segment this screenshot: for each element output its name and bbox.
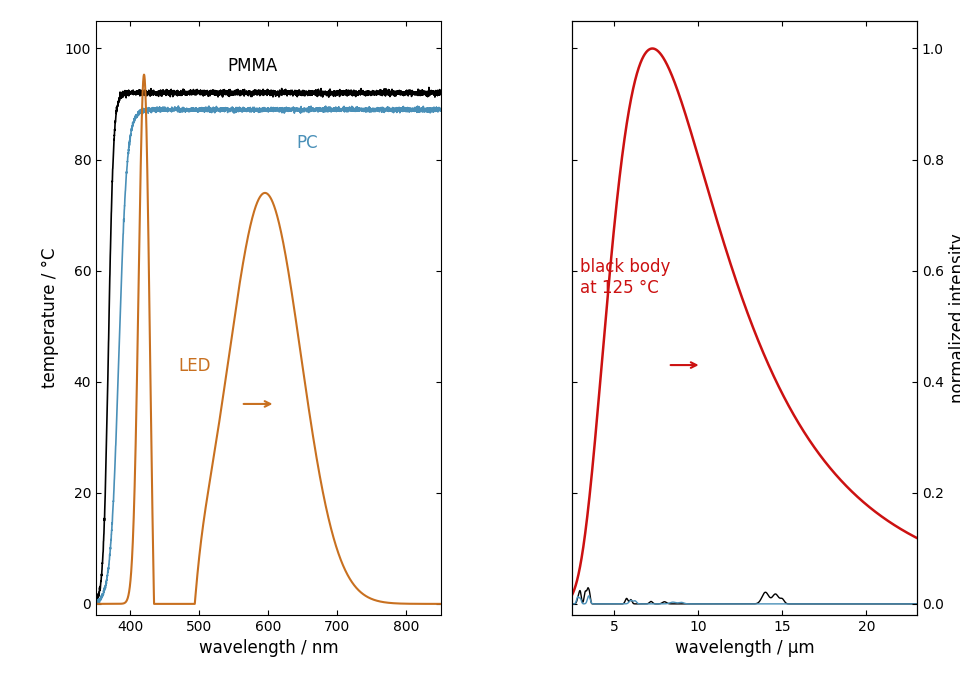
Text: PC: PC bbox=[296, 135, 318, 153]
X-axis label: wavelength / μm: wavelength / μm bbox=[675, 639, 814, 657]
Y-axis label: temperature / °C: temperature / °C bbox=[41, 247, 60, 388]
X-axis label: wavelength / nm: wavelength / nm bbox=[199, 639, 338, 657]
Y-axis label: normalized intensity: normalized intensity bbox=[949, 233, 960, 403]
Text: PMMA: PMMA bbox=[228, 57, 277, 75]
Text: black body
at 125 °C: black body at 125 °C bbox=[581, 258, 671, 297]
Text: LED: LED bbox=[179, 357, 211, 375]
